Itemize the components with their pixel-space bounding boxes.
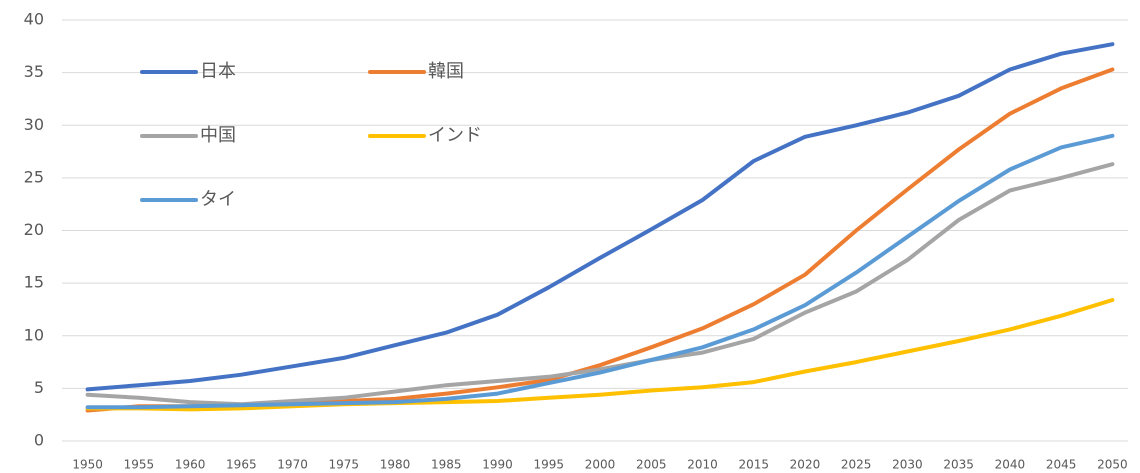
x-tick-label: 1990: [482, 458, 513, 472]
x-tick-label: 2030: [892, 458, 923, 472]
x-tick-label: 1985: [431, 458, 462, 472]
series-line: [85, 67, 1115, 413]
x-tick-label: 1980: [380, 458, 411, 472]
x-tick-label: 2015: [738, 458, 769, 472]
x-tick-label: 2045: [1046, 458, 1077, 472]
x-tick-label: 2035: [943, 458, 974, 472]
legend-label: インド: [428, 125, 482, 146]
x-tick-label: 2025: [841, 458, 872, 472]
x-tick-label: 1965: [226, 458, 257, 472]
y-tick-label: 0: [34, 431, 44, 450]
x-tick-label: 2020: [790, 458, 821, 472]
x-tick-label: 2005: [636, 458, 667, 472]
y-tick-label: 25: [24, 167, 44, 186]
legend-label: 韓国: [428, 61, 464, 82]
x-tick-label: 1950: [72, 458, 103, 472]
y-tick-label: 40: [24, 10, 44, 29]
x-tick-label: 2000: [585, 458, 616, 472]
x-tick-label: 2050: [1097, 458, 1128, 472]
x-tick-label: 1975: [329, 458, 360, 472]
y-tick-label: 30: [24, 115, 44, 134]
x-tick-label: 1995: [533, 458, 564, 472]
legend-label: タイ: [200, 189, 236, 210]
y-tick-label: 20: [24, 220, 44, 239]
legend-label: 日本: [200, 61, 236, 82]
x-tick-label: 1970: [277, 458, 308, 472]
x-tick-label: 2010: [687, 458, 718, 472]
series-line: [85, 298, 1115, 412]
y-tick-label: 5: [34, 378, 44, 397]
series-line: [85, 133, 1115, 410]
y-tick-label: 35: [24, 62, 44, 81]
y-tick-label: 15: [24, 273, 44, 292]
x-tick-label: 1960: [175, 458, 206, 472]
x-tick-label: 1955: [124, 458, 155, 472]
legend-label: 中国: [200, 125, 236, 146]
y-tick-label: 10: [24, 325, 44, 344]
series-line: [85, 42, 1115, 392]
x-tick-label: 2040: [995, 458, 1026, 472]
